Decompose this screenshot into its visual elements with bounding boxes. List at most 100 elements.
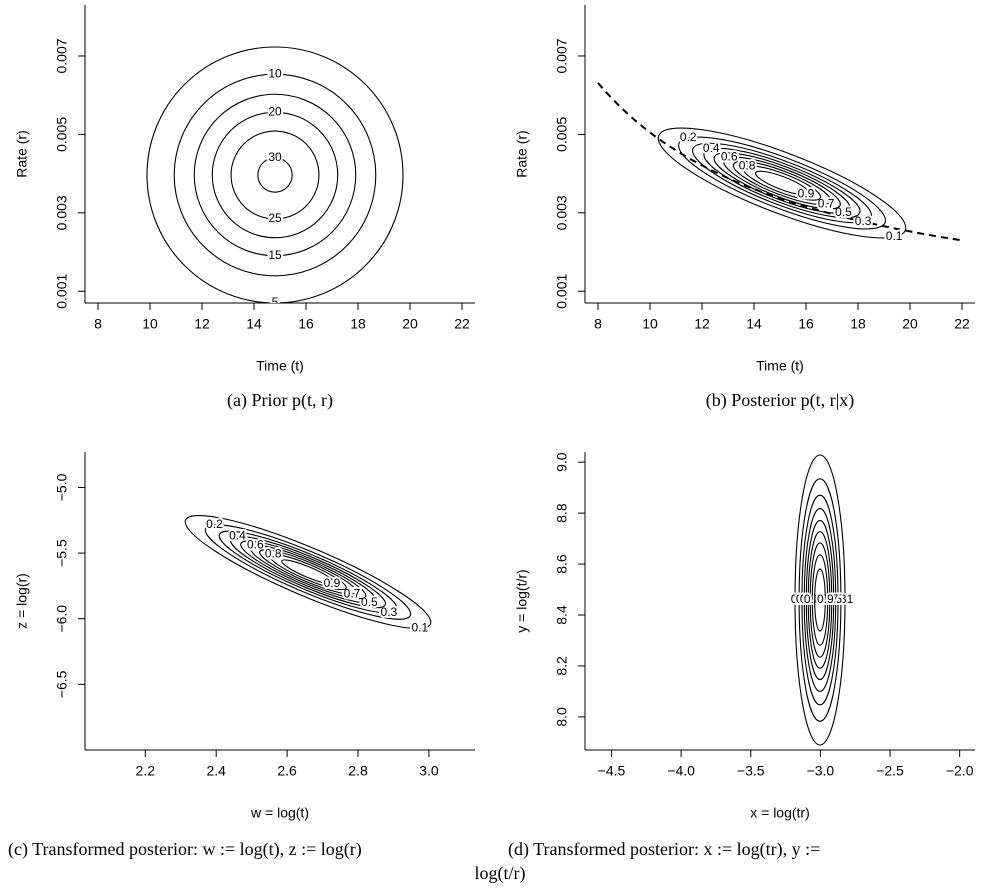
y-tick-label: 0.003 [54, 195, 70, 230]
contour-line [193, 93, 357, 257]
contour-label: 0.3 [855, 214, 872, 228]
y-tick-label: 0.001 [554, 274, 570, 309]
y-tick-label: 0.001 [54, 274, 70, 309]
contour-line [809, 542, 831, 658]
contour-label: 0.7 [344, 586, 361, 600]
x-tick-label: −3.0 [807, 763, 835, 779]
x-axis-label: w = log(t) [250, 805, 309, 821]
contour-line [257, 157, 293, 193]
contour-line [754, 170, 810, 196]
x-tick-label: 3.0 [419, 763, 439, 779]
contour-line [657, 127, 907, 239]
contour-line [249, 544, 367, 600]
y-tick-label: 8.6 [554, 554, 570, 574]
contour-label: 0.8 [804, 592, 821, 606]
x-axis-label: Time (t) [756, 358, 804, 374]
contour-label: 0.9 [817, 592, 834, 606]
contour-label: 0.2 [206, 517, 223, 531]
contour-line [811, 554, 829, 646]
x-tick-label: 12 [194, 316, 210, 332]
contour-label: 0.8 [265, 547, 282, 561]
caption: (d) Transformed posterior: x := log(tr),… [508, 839, 820, 860]
y-axis-label: Rate (r) [14, 130, 30, 177]
y-tick-label: 0.005 [554, 117, 570, 152]
contour-line [211, 111, 339, 239]
x-tick-label: 2.8 [348, 763, 368, 779]
contour-label: 0.5 [361, 595, 378, 609]
contour-label: 20 [268, 104, 282, 118]
x-axis-label: Time (t) [256, 358, 304, 374]
x-tick-label: −4.5 [598, 763, 626, 779]
contour-line [713, 152, 851, 214]
y-tick-label: 8.4 [554, 605, 570, 625]
contour-label: 0.5 [835, 205, 852, 219]
x-tick-label: 2.4 [206, 763, 226, 779]
contour-line [798, 478, 842, 722]
contour-label: 0.6 [247, 538, 264, 552]
contour-label: 0.9 [798, 187, 815, 201]
x-tick-label: 12 [694, 316, 710, 332]
x-tick-label: 10 [642, 316, 658, 332]
contour-label: 25 [268, 211, 282, 225]
contour-line [703, 147, 861, 219]
contour-line [794, 454, 846, 746]
y-tick-label: 8.2 [554, 656, 570, 676]
contour-label: 0.4 [703, 141, 720, 155]
y-tick-label: 0.003 [554, 195, 570, 230]
plot-area: 0.10.20.30.40.50.60.70.80.9 [184, 514, 432, 637]
contour-line [218, 530, 398, 614]
y-tick-label: −6.0 [54, 605, 70, 633]
contour-label: 10 [268, 66, 282, 80]
contour-label: 0.1 [886, 229, 903, 243]
y-tick-label: 9.0 [554, 452, 570, 472]
x-axis-label: x = log(tr) [750, 805, 810, 821]
contour-label: 0.2 [680, 130, 697, 144]
x-tick-label: −4.0 [667, 763, 695, 779]
x-tick-label: −2.5 [876, 763, 904, 779]
contour-line [259, 549, 357, 595]
contour-line [229, 535, 387, 609]
x-tick-label: 20 [402, 316, 418, 332]
x-tick-label: 10 [142, 316, 158, 332]
contour-line [146, 46, 404, 303]
x-tick-label: 20 [902, 316, 918, 332]
x-tick-label: 18 [850, 316, 866, 332]
contour-line [281, 559, 335, 585]
plot-area: 0.10.20.30.40.50.60.70.80.9 [597, 82, 963, 245]
contour-label: 30 [268, 150, 282, 164]
y-tick-label: 8.0 [554, 707, 570, 727]
plot-area: 5 10 15 20 25 30 [146, 46, 404, 309]
x-tick-label: −3.5 [737, 763, 765, 779]
caption: log(t/r) [475, 863, 526, 884]
contour-label: 0.9 [324, 576, 341, 590]
x-tick-label: 22 [954, 316, 970, 332]
contour-line [723, 156, 841, 210]
y-tick-label: −5.5 [54, 539, 70, 567]
x-tick-label: 16 [298, 316, 314, 332]
contour-line [814, 568, 826, 632]
contour-label: 0.6 [721, 150, 738, 164]
ridge-curve [597, 82, 963, 242]
x-tick-label: 16 [798, 316, 814, 332]
y-tick-label: 0.005 [54, 117, 70, 152]
contour-line [807, 531, 833, 669]
caption: (b) Posterior p(t, r|x) [706, 390, 855, 411]
y-tick-label: 0.007 [554, 38, 570, 73]
contour-line [678, 136, 886, 230]
contour-line [801, 494, 839, 706]
x-tick-label: 22 [454, 316, 470, 332]
contour-label: 0.3 [381, 605, 398, 619]
y-tick-label: −5.0 [54, 473, 70, 501]
caption: (a) Prior p(t, r) [227, 390, 333, 411]
y-tick-label: −6.5 [54, 670, 70, 698]
contour-label: 5 [272, 295, 279, 309]
contour-line [742, 165, 822, 201]
x-tick-label: −2.0 [946, 763, 974, 779]
x-tick-label: 18 [350, 316, 366, 332]
contour-label: 0.1 [411, 621, 428, 635]
contour-line [269, 553, 347, 591]
contour-line [204, 524, 412, 620]
contour-line [184, 514, 432, 630]
